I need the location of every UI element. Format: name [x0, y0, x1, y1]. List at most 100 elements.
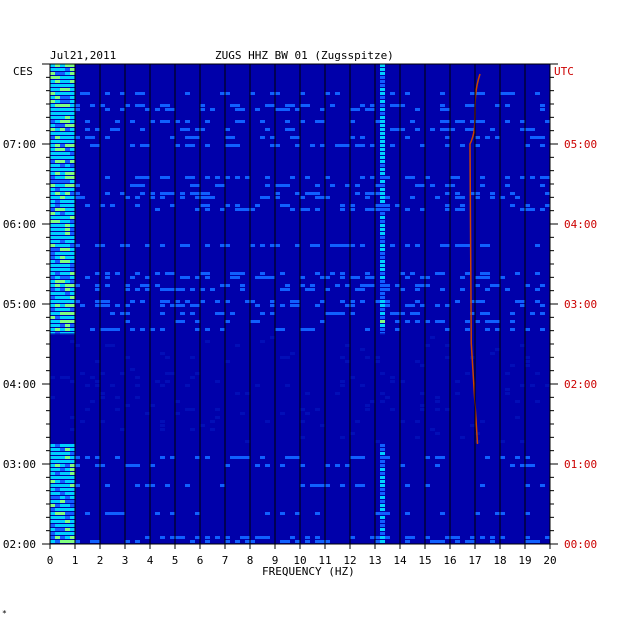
spectrogram-cell [265, 276, 270, 279]
x-tick-label: 9 [272, 554, 279, 567]
spectrogram-cell [260, 536, 265, 539]
spectrogram-cell [485, 244, 490, 247]
spectrogram-cell [440, 108, 445, 111]
spectrogram-cell [225, 284, 230, 287]
spectrogram-cell [500, 276, 505, 279]
spectrogram-cell [70, 512, 75, 515]
spectrogram-cell [320, 484, 325, 487]
spectrogram-cell [385, 176, 390, 179]
spectrogram-cell [70, 224, 75, 227]
spectrogram-cell [50, 184, 55, 187]
spectrogram-cell [410, 120, 415, 123]
spectrogram-cell [65, 492, 70, 495]
spectrogram-cell [380, 516, 385, 519]
spectrogram-cell [365, 208, 370, 211]
spectrogram-cell [105, 272, 110, 275]
spectrogram-cell [50, 492, 55, 495]
spectrogram-cell [65, 188, 70, 191]
spectrogram-cell [340, 204, 345, 207]
spectrogram-cell [380, 520, 385, 523]
spectrogram-cell [145, 484, 150, 487]
spectrogram-cell [70, 140, 75, 143]
utc-label: UTC [554, 65, 574, 78]
spectrogram-cell [235, 204, 240, 207]
spectrogram-cell [260, 120, 265, 123]
spectrogram-cell [160, 176, 165, 179]
spectrogram-cell [385, 204, 390, 207]
spectrogram-cell [315, 512, 320, 515]
spectrogram-cell [380, 304, 385, 307]
spectrogram-cell [60, 540, 65, 543]
spectrogram-cell [445, 184, 450, 187]
spectrogram-cell [280, 512, 285, 515]
spectrogram-cell [70, 456, 75, 459]
spectrogram-cell [50, 448, 55, 451]
spectrogram-cell [105, 108, 110, 111]
spectrogram-cell [235, 104, 240, 107]
spectrogram-cell [265, 128, 270, 131]
spectrogram-cell [520, 128, 525, 131]
spectrogram-cell [375, 512, 380, 515]
spectrogram-cell [70, 248, 75, 251]
spectrogram-cell [505, 176, 510, 179]
spectrogram-cell [70, 292, 75, 295]
spectrogram-cell [55, 464, 60, 467]
spectrogram-cell [50, 480, 55, 483]
spectrogram-cell [430, 128, 435, 131]
spectrogram-cell [65, 256, 70, 259]
spectrogram-cell [55, 260, 60, 263]
spectrogram-cell [355, 192, 360, 195]
spectrogram-cell [245, 208, 250, 211]
spectrogram-cell [180, 196, 185, 199]
spectrogram-cell [380, 164, 385, 167]
spectrogram-cell [375, 208, 380, 211]
spectrogram-cell [540, 184, 545, 187]
spectrogram-cell [445, 108, 450, 111]
spectrogram-cell [65, 468, 70, 471]
spectrogram-cell [380, 540, 385, 543]
spectrogram-cell [70, 312, 75, 315]
spectrogram-cell [535, 272, 540, 275]
spectrogram-cell [190, 176, 195, 179]
utc-tick-label: 04:00 [564, 218, 597, 231]
x-tick-label: 18 [493, 554, 506, 567]
spectrogram-cell [140, 300, 145, 303]
spectrogram-cell [70, 204, 75, 207]
spectrogram-cell [250, 244, 255, 247]
spectrogram-cell [60, 216, 65, 219]
spectrogram-cell [295, 108, 300, 111]
spectrogram-cell [460, 208, 465, 211]
spectrogram-cell [65, 248, 70, 251]
spectrogram-cell [265, 176, 270, 179]
spectrogram-cell [70, 136, 75, 139]
spectrogram-cell [345, 184, 350, 187]
spectrogram-cell [385, 288, 390, 291]
x-tick-label: 1 [72, 554, 79, 567]
spectrogram-cell [50, 136, 55, 139]
spectrogram-cell [55, 224, 60, 227]
spectrogram-cell [190, 184, 195, 187]
spectrogram-cell [70, 496, 75, 499]
spectrogram-cell [350, 536, 355, 539]
spectrogram-cell [60, 532, 65, 535]
spectrogram-cell [215, 312, 220, 315]
spectrogram-cell [70, 256, 75, 259]
spectrogram-cell [60, 244, 65, 247]
spectrogram-cell [485, 456, 490, 459]
spectrogram-cell [50, 248, 55, 251]
corner-mark: * [2, 609, 7, 618]
spectrogram-cell [55, 500, 60, 503]
spectrogram-cell [235, 120, 240, 123]
spectrogram-cell [130, 464, 135, 467]
spectrogram-cell [65, 80, 70, 83]
spectrogram-cell [65, 304, 70, 307]
spectrogram-cell [460, 196, 465, 199]
utc-tick-label: 01:00 [564, 458, 597, 471]
spectrogram-cell [120, 108, 125, 111]
spectrogram-cell [50, 96, 55, 99]
spectrogram-cell [455, 540, 460, 543]
spectrogram-cell [70, 476, 75, 479]
spectrogram-cell [520, 120, 525, 123]
spectrogram-cell [70, 176, 75, 179]
spectrogram-cell [505, 120, 510, 123]
